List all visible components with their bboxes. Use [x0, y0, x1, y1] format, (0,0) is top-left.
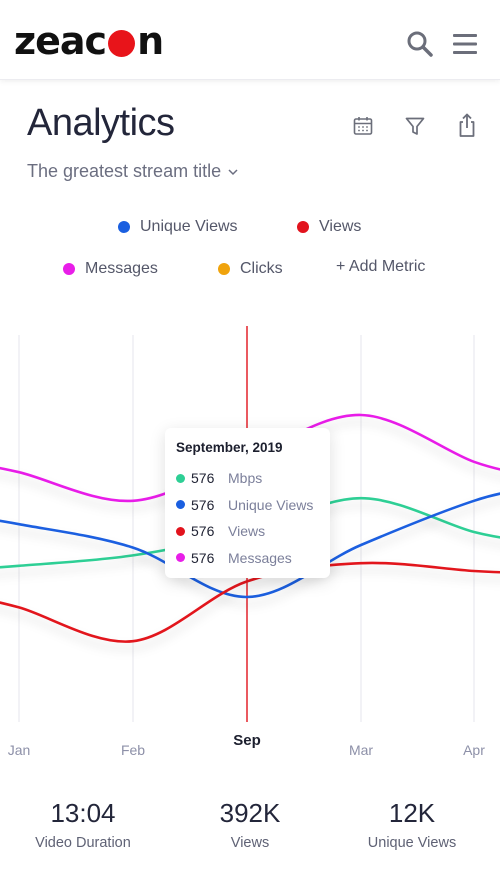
tooltip-value: 576: [191, 470, 215, 487]
tooltip-row: 576 Mbps: [176, 465, 319, 492]
tooltip-label: Mbps: [228, 470, 263, 487]
top-bar: zeac n: [0, 0, 500, 80]
share-icon: [459, 113, 475, 137]
tooltip-label: Unique Views: [228, 496, 314, 513]
tooltip-label: Views: [228, 523, 266, 540]
legend-swatch-icon: [63, 263, 75, 275]
x-tick-label: Sep: [233, 732, 261, 749]
stat-value: 13:04: [50, 798, 116, 828]
page-title: Analytics: [27, 102, 175, 144]
x-tick-label: Apr: [463, 742, 485, 758]
stat-views: 392K Views: [167, 798, 333, 851]
tooltip-row: 576 Messages: [176, 545, 319, 572]
analytics-line-chart[interactable]: Jan Feb Sep Mar Apr: [0, 290, 500, 770]
logo-text-left: zeac: [14, 19, 107, 63]
tooltip-value: 576: [191, 496, 215, 513]
calendar-icon: [353, 117, 373, 135]
series-line-views: [0, 561, 500, 643]
hamburger-menu-icon: [453, 34, 477, 54]
stat-value: 12K: [388, 798, 436, 828]
legend-swatch-icon: [297, 221, 309, 233]
legend-label: Unique Views: [140, 218, 238, 235]
legend-item-unique-views[interactable]: Unique Views: [118, 218, 238, 236]
tooltip-dot-icon: [176, 526, 185, 536]
legend-item-messages[interactable]: Messages: [63, 260, 158, 278]
filter-icon: [405, 117, 425, 135]
legend-swatch-icon: [118, 221, 130, 233]
date-range-button[interactable]: [350, 113, 376, 139]
x-tick-label: Mar: [349, 742, 373, 758]
filter-button[interactable]: [402, 113, 428, 139]
stat-label: Unique Views: [367, 835, 457, 851]
export-button[interactable]: [454, 111, 480, 139]
stream-title: The greatest stream title: [27, 161, 222, 181]
logo-dot-icon: [108, 29, 136, 57]
search-icon: [407, 31, 433, 57]
tooltip-title: September, 2019: [176, 440, 283, 455]
legend-label: Messages: [85, 260, 158, 277]
logo-text-right: n: [137, 19, 164, 63]
legend-label: Clicks: [240, 260, 283, 277]
tooltip-dot-icon: [176, 473, 185, 483]
x-tick-label: Feb: [121, 742, 145, 758]
zeacon-logo[interactable]: zeac n: [14, 16, 164, 66]
tooltip-dot-icon: [176, 553, 185, 563]
tooltip-value: 576: [191, 523, 215, 540]
tooltip-value: 576: [191, 549, 215, 566]
chevron-down-icon: [228, 168, 238, 175]
stat-value: 392K: [219, 798, 281, 828]
add-metric-button[interactable]: + Add Metric: [336, 258, 426, 275]
tooltip-row: 576 Views: [176, 518, 319, 545]
menu-button[interactable]: [449, 28, 481, 60]
tooltip-row: 576 Unique Views: [176, 492, 319, 519]
legend-item-views[interactable]: Views: [297, 218, 361, 236]
tooltip-label: Messages: [228, 549, 292, 566]
legend-item-clicks[interactable]: Clicks: [218, 260, 283, 278]
stat-video-duration: 13:04 Video Duration: [0, 798, 166, 851]
stat-unique-views: 12K Unique Views: [329, 798, 495, 851]
search-button[interactable]: [404, 28, 436, 60]
stream-selector[interactable]: The greatest stream title: [27, 161, 239, 182]
tooltip-dot-icon: [176, 500, 185, 510]
legend-swatch-icon: [218, 263, 230, 275]
stat-label: Views: [230, 835, 270, 851]
x-tick-label: Jan: [8, 742, 31, 758]
stat-label: Video Duration: [35, 835, 131, 851]
legend-label: Views: [319, 218, 362, 235]
chart-tooltip: September, 2019 576 Mbps 576 Unique View…: [165, 428, 330, 578]
series-line-unique-views: [0, 492, 500, 599]
